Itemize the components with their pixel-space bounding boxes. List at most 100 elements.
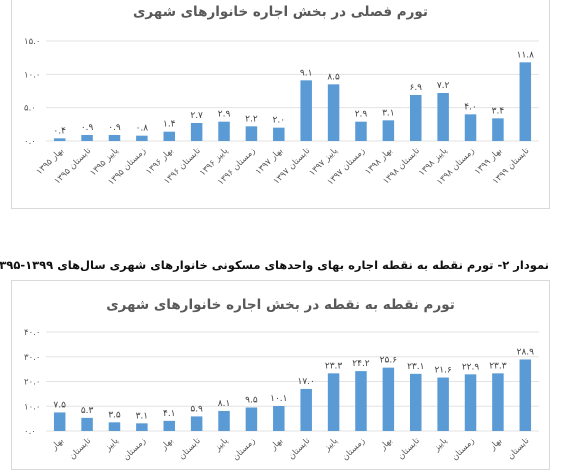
bar	[382, 367, 395, 431]
bar	[81, 135, 93, 141]
data-label: ۲۳.۳	[489, 361, 507, 371]
bar	[273, 406, 285, 431]
data-label: ۹.۱	[300, 68, 313, 78]
data-label: ۲۴.۲	[352, 359, 370, 369]
y-tick-label: ۱۰.۰	[24, 70, 40, 80]
bar	[437, 93, 449, 141]
category-label: بهار	[378, 436, 395, 453]
bar	[245, 407, 258, 431]
category-label: بهار	[49, 436, 66, 453]
category-label: زمستان	[340, 436, 367, 463]
bar	[300, 388, 312, 431]
bar	[218, 410, 230, 431]
bar	[163, 420, 176, 431]
y-tick-label: ۳۰.۰	[24, 353, 40, 363]
bar	[190, 123, 203, 141]
data-label: ۹.۵	[245, 395, 258, 405]
y-tick-label: ۲۰.۰	[24, 378, 40, 388]
data-label: ۲.۲	[245, 114, 258, 124]
chart-panel-point-to-point: تورم نقطه به نقطه در بخش اجاره خانوارهای…	[11, 280, 550, 470]
bar	[218, 121, 230, 141]
data-label: ۲.۹	[218, 110, 231, 120]
y-tick-label: ۰.۰	[24, 137, 36, 147]
bar	[409, 95, 422, 141]
bar	[327, 373, 340, 431]
data-label: ۵.۹	[190, 404, 203, 414]
data-label: ۳.۵	[108, 410, 121, 420]
bar	[355, 121, 367, 141]
bar	[492, 373, 504, 431]
bar	[355, 371, 367, 431]
y-tick-label: ۱۰.۰	[24, 402, 40, 412]
data-label: ۲.۹	[355, 110, 368, 120]
category-label: بهار	[268, 436, 285, 453]
data-label: ۱.۴	[163, 120, 176, 130]
bar	[245, 126, 258, 141]
figure-caption: نمودار ۲- تورم نقطه به نقطه اجاره بهای و…	[0, 258, 549, 272]
category-label: پاییز	[322, 436, 341, 455]
bar	[136, 423, 148, 431]
data-label: ۱۱.۸	[517, 50, 535, 60]
bar	[464, 374, 477, 431]
bar	[273, 127, 285, 141]
data-label: ۲۲.۹	[462, 362, 480, 372]
point-to-point-bar-chart: ۰.۰۱۰.۰۲۰.۰۳۰.۰۴۰.۰۷.۵بهار۵.۳تابستان۳.۵پ…	[24, 328, 539, 463]
data-label: ۲۵.۶	[380, 356, 398, 366]
bar	[163, 131, 176, 141]
bar	[327, 84, 340, 141]
y-tick-label: ۱۵.۰	[24, 37, 40, 47]
data-label: ۲.۰	[273, 116, 286, 126]
data-label: ۲.۷	[190, 111, 203, 121]
category-label: پاییز	[212, 436, 231, 455]
category-label: پاییز	[103, 436, 122, 455]
bar	[53, 138, 66, 141]
bar	[136, 135, 148, 141]
data-label: ۸.۵	[327, 72, 340, 82]
data-label: ۴.۰	[464, 102, 477, 112]
data-label: ۸.۱	[218, 399, 231, 409]
bar	[382, 120, 395, 141]
data-label: ۱۰.۱	[270, 394, 287, 404]
category-label: بهار	[158, 436, 175, 453]
category-label: زمستان	[450, 436, 477, 463]
bar	[409, 373, 422, 431]
chart-title: تورم نقطه به نقطه در بخش اجاره خانوارهای…	[106, 297, 455, 313]
data-label: ۷.۲	[437, 81, 450, 91]
bar	[437, 377, 449, 431]
y-tick-label: ۰.۰	[24, 427, 36, 437]
bar	[519, 62, 532, 142]
bar	[81, 417, 93, 431]
data-label: ۷.۵	[53, 400, 66, 410]
bar	[108, 135, 121, 141]
data-label: ۲۱.۶	[434, 366, 452, 376]
y-tick-label: ۴۰.۰	[24, 328, 40, 338]
bar	[108, 422, 121, 431]
bar	[190, 416, 203, 431]
data-label: ۰.۹	[108, 123, 121, 133]
data-label: ۰.۴	[53, 126, 66, 136]
data-label: ۳.۱	[382, 108, 395, 118]
category-label: زمستان	[121, 436, 148, 463]
bar	[53, 412, 66, 431]
data-label: ۳.۱	[136, 411, 149, 421]
data-label: ۰.۸	[136, 124, 149, 134]
data-label: ۵.۳	[81, 406, 94, 416]
data-label: ۰.۹	[81, 123, 94, 133]
category-label: بهار	[487, 436, 504, 453]
category-label: زمستان	[231, 436, 258, 463]
category-label: پاییز	[431, 436, 450, 455]
data-label: ۶.۹	[409, 83, 422, 93]
bar	[519, 359, 532, 431]
data-label: ۱۷.۰	[298, 377, 315, 387]
chart-panel-seasonal: تورم فصلی در بخش اجاره خانوارهای شهری ۰.…	[11, 0, 550, 209]
data-label: ۴.۱	[163, 409, 176, 419]
bar	[464, 114, 477, 141]
chart-title: تورم فصلی در بخش اجاره خانوارهای شهری	[133, 4, 428, 20]
y-tick-label: ۵.۰	[24, 104, 36, 114]
bar	[300, 80, 312, 141]
data-label: ۲۳.۳	[325, 361, 343, 371]
data-label: ۲۳.۱	[407, 362, 424, 372]
bar	[492, 118, 504, 141]
data-label: ۳.۴	[492, 106, 505, 116]
